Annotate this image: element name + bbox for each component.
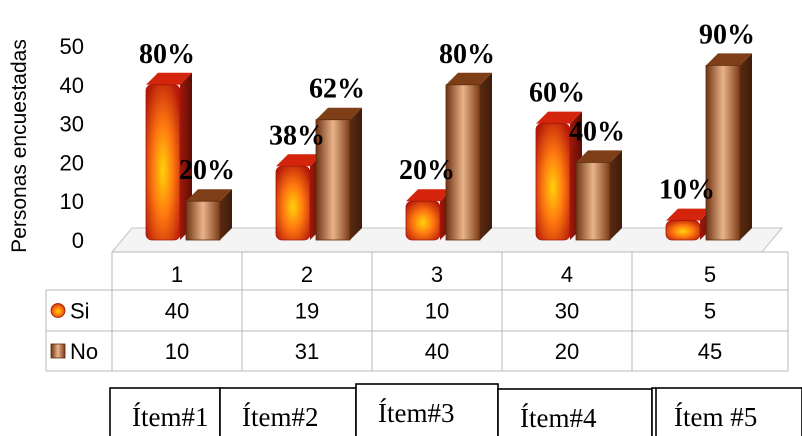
- table-value: 20: [555, 339, 579, 364]
- legend-label: Si: [70, 299, 90, 324]
- data-table: 1 2 3 4 5Si 40 19 10 30 5No 10 31 40 20 45: [45, 251, 789, 372]
- bar-front: [405, 200, 441, 241]
- item-label: Ítem#1: [132, 402, 208, 432]
- bar-front: [275, 165, 311, 241]
- bars: [145, 53, 752, 241]
- bar-top: [536, 111, 582, 124]
- table-category-label: 1: [171, 262, 183, 287]
- table-category-label: 2: [301, 262, 313, 287]
- bar-no-5: [705, 53, 752, 241]
- bar-top: [406, 189, 452, 202]
- bar-percent-label: 60%: [529, 78, 585, 109]
- table-category-label: 3: [431, 262, 443, 287]
- bar-percent-label: 80%: [139, 39, 195, 70]
- bar-top: [666, 208, 712, 221]
- bar-side: [610, 150, 622, 240]
- bar-side: [480, 72, 492, 240]
- bar-front: [145, 84, 181, 241]
- bar-percent-label: 38%: [269, 120, 325, 151]
- item-label: Ítem#3: [378, 398, 454, 428]
- bar-top: [706, 53, 752, 66]
- bar-top: [316, 107, 362, 120]
- bar-percent-label: 90%: [699, 19, 755, 50]
- bar-front: [315, 119, 351, 241]
- bar-no-1: [185, 189, 232, 241]
- bar-si-5: [665, 208, 712, 241]
- item-box: [109, 387, 221, 436]
- bar-percent-label: 62%: [309, 74, 365, 105]
- table-value: 5: [704, 299, 716, 324]
- bar-top: [276, 154, 322, 167]
- bar-percent-label: 80%: [439, 39, 495, 70]
- table-value: 45: [698, 339, 722, 364]
- table-value: 30: [555, 299, 579, 324]
- table-value: 10: [165, 339, 189, 364]
- y-tick-label: 20: [60, 150, 84, 175]
- y-tick-label: 0: [72, 228, 84, 253]
- y-axis: 0 10 20 30 40 50 Personas encuestadas: [8, 34, 84, 253]
- legend-label: No: [70, 339, 98, 364]
- bar-no-3: [445, 72, 492, 241]
- bar-front: [705, 65, 741, 241]
- bar-si-2: [275, 154, 322, 241]
- legend-key-no: [50, 343, 66, 359]
- table-value: 19: [295, 299, 319, 324]
- y-axis-title: Personas encuestadas: [8, 39, 31, 253]
- y-tick-label: 40: [60, 73, 84, 98]
- item-label: Ítem #5: [674, 402, 757, 432]
- item-labels: Ítem#1 Ítem#2 Ítem#3 Ítem#4 Ítem #5: [109, 383, 802, 436]
- bar-top: [146, 72, 192, 85]
- bar-side: [350, 107, 362, 240]
- bar-percent-label: 20%: [399, 155, 455, 186]
- table-category-label: 4: [561, 262, 573, 287]
- bar-percent-label: 10%: [659, 175, 715, 206]
- item-box: [651, 387, 802, 436]
- table-value: 10: [425, 299, 449, 324]
- item-box: [497, 388, 653, 436]
- bar-front: [575, 161, 611, 241]
- y-tick-label: 50: [60, 34, 84, 59]
- legend-key-si: [50, 303, 66, 318]
- bar-front: [185, 200, 221, 241]
- data-labels: 80% 20% 38% 62% 20% 80% 60% 40% 10% 90%: [139, 19, 755, 205]
- bar-top: [576, 150, 622, 163]
- y-tick-label: 30: [60, 112, 84, 137]
- table-value: 40: [165, 299, 189, 324]
- bar-side: [740, 53, 752, 241]
- bar-front: [665, 220, 701, 241]
- item-label: Ítem#2: [242, 402, 318, 432]
- item-label: Ítem#4: [520, 403, 597, 433]
- bar-front: [535, 123, 571, 241]
- bar-no-2: [315, 107, 362, 241]
- bar-percent-label: 40%: [569, 116, 625, 147]
- bar-percent-label: 20%: [179, 155, 235, 186]
- bar-side: [220, 189, 232, 240]
- bar-si-3: [405, 189, 452, 241]
- bar-top: [186, 189, 232, 202]
- y-tick-label: 10: [60, 189, 84, 214]
- bar-no-4: [575, 150, 622, 241]
- bar-front: [445, 84, 481, 241]
- table-category-label: 5: [704, 262, 716, 287]
- table-value: 40: [425, 339, 449, 364]
- bar-top: [446, 72, 492, 85]
- table-value: 31: [295, 339, 319, 364]
